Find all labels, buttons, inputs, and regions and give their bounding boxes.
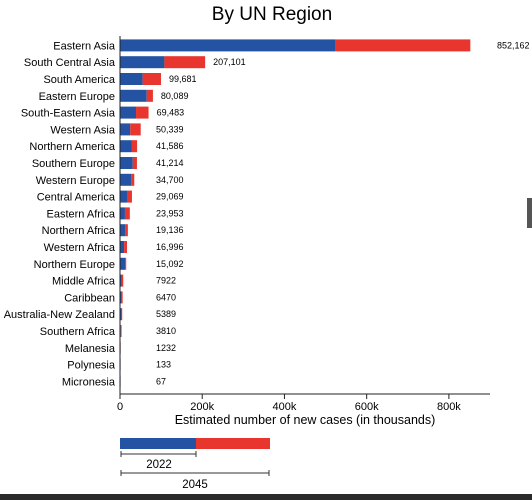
value-label-south-eastern-asia: 69,483 — [157, 108, 185, 118]
bar-2022-western-europe — [120, 173, 132, 186]
bar-2045-increase-south-eastern-asia — [136, 106, 149, 119]
bar-2045-increase-western-europe — [131, 173, 135, 186]
bar-2022-australia-new-zealand — [120, 308, 122, 321]
value-label-australia-new-zealand: 5389 — [156, 309, 176, 319]
bar-2045-increase-western-africa — [124, 241, 127, 253]
value-label-middle-africa: 7922 — [156, 276, 176, 286]
bar-2045-increase-northern-africa — [125, 224, 128, 237]
bar-2022-western-asia — [120, 123, 131, 136]
category-label-southern-africa: Southern Africa — [40, 326, 116, 338]
category-label-eastern-africa: Eastern Africa — [47, 208, 116, 220]
category-label-middle-africa: Middle Africa — [52, 276, 116, 288]
bar-2045-increase-central-america — [126, 190, 132, 203]
bar-2022-eastern-asia — [120, 39, 336, 52]
bar-2022-south-america — [120, 73, 143, 85]
bar-2045-increase-south-central-asia — [164, 56, 206, 69]
category-label-caribbean: Caribbean — [64, 292, 115, 304]
bar-2022-middle-africa — [120, 274, 122, 287]
bar-2045-increase-eastern-asia — [335, 39, 471, 52]
bottom-strip — [0, 494, 532, 500]
category-label-northern-europe: Northern Europe — [34, 259, 115, 271]
value-label-eastern-europe: 80,089 — [161, 91, 189, 101]
value-label-northern-africa: 19,136 — [156, 225, 184, 235]
value-label-polynesia: 133 — [156, 360, 171, 370]
value-label-melanesia: 1232 — [156, 343, 176, 353]
category-label-central-america: Central America — [37, 192, 116, 204]
bar-2045-increase-southern-africa — [120, 325, 122, 337]
bar-2045-increase-eastern-europe — [146, 89, 153, 102]
bar-2022-northern-america — [120, 140, 132, 153]
legend-swatch-2045 — [196, 438, 270, 449]
value-label-south-central-asia: 207,101 — [213, 57, 246, 67]
value-label-northern-america: 41,586 — [156, 141, 184, 151]
legend-label-2045: 2045 — [182, 479, 208, 491]
bar-2045-increase-south-america — [142, 73, 161, 85]
category-label-south-america: South America — [43, 74, 115, 86]
x-tick-label: 400k — [273, 401, 297, 413]
value-label-micronesia: 67 — [156, 376, 166, 386]
bar-2045-increase-northern-europe — [125, 257, 127, 270]
category-label-western-asia: Western Asia — [50, 124, 115, 136]
chart-title: By UN Region — [212, 4, 332, 25]
bar-2022-eastern-europe — [120, 89, 147, 102]
value-label-southern-europe: 41,214 — [156, 158, 184, 168]
bar-2045-increase-eastern-africa — [124, 207, 130, 220]
category-label-western-africa: Western Africa — [44, 242, 116, 254]
bar-2045-increase-middle-africa — [121, 274, 124, 287]
value-label-southern-africa: 3810 — [156, 326, 176, 336]
bar-2022-northern-africa — [120, 224, 126, 237]
category-label-australia-new-zealand: Australia-New Zealand — [4, 309, 115, 321]
value-label-western-asia: 50,339 — [156, 124, 184, 134]
value-label-south-america: 99,681 — [169, 74, 197, 84]
legend-label-2022: 2022 — [146, 459, 172, 471]
bar-2045-increase-southern-europe — [132, 157, 137, 169]
category-labels: Eastern Asia South Central Asia South Amer… — [4, 40, 116, 388]
bar-2022-southern-europe — [120, 157, 133, 169]
bar-2022-northern-europe — [120, 257, 126, 270]
bar-2022-caribbean — [120, 291, 122, 304]
bar-2022-eastern-africa — [120, 207, 125, 220]
category-label-micronesia: Micronesia — [62, 376, 116, 388]
legend-swatch-2022 — [120, 438, 196, 449]
value-label-central-america: 29,069 — [156, 192, 184, 202]
category-label-western-europe: Western Europe — [36, 175, 115, 187]
x-axis-title: Estimated number of new cases (in thousa… — [175, 413, 436, 427]
category-label-south-eastern-asia: South-Eastern Asia — [21, 108, 116, 120]
category-label-polynesia: Polynesia — [67, 360, 116, 372]
x-tick-label: 800k — [437, 401, 461, 413]
value-label-western-africa: 16,996 — [156, 242, 184, 252]
bar-2022-western-africa — [120, 241, 125, 253]
x-tick-label: 600k — [355, 401, 379, 413]
bar-2045-increase-australia-new-zealand — [121, 308, 123, 321]
value-labels: 852,162 207,101 99,681 80,089 69,483 50,339 41… — [156, 40, 530, 386]
value-label-eastern-africa: 23,953 — [156, 208, 184, 218]
category-label-eastern-asia: Eastern Asia — [53, 40, 116, 52]
resize-handle[interactable] — [527, 198, 532, 228]
value-label-caribbean: 6470 — [156, 292, 176, 302]
category-label-northern-america: Northern America — [29, 141, 115, 153]
bar-2045-increase-caribbean — [121, 291, 123, 304]
legend: 2022 2045 — [120, 438, 270, 491]
bar-2022-central-america — [120, 190, 127, 203]
bar-2022-south-central-asia — [120, 56, 165, 69]
value-label-eastern-asia: 852,162 — [497, 40, 530, 50]
bar-2045-increase-western-asia — [130, 123, 141, 136]
value-label-western-europe: 34,700 — [156, 175, 184, 185]
x-tick-label: 200k — [190, 401, 214, 413]
value-label-northern-europe: 15,092 — [156, 259, 184, 269]
bar-2045-increase-northern-america — [131, 140, 138, 153]
category-label-southern-europe: Southern Europe — [32, 158, 115, 170]
category-label-south-central-asia: South Central Asia — [24, 57, 116, 69]
bar-2022-south-eastern-asia — [120, 106, 137, 119]
category-label-eastern-europe: Eastern Europe — [39, 91, 115, 103]
category-label-melanesia: Melanesia — [65, 343, 116, 355]
x-axis: 0 200k 400k 600k 800k — [117, 36, 490, 413]
category-label-northern-africa: Northern Africa — [42, 225, 116, 237]
x-tick-label: 0 — [117, 401, 123, 413]
